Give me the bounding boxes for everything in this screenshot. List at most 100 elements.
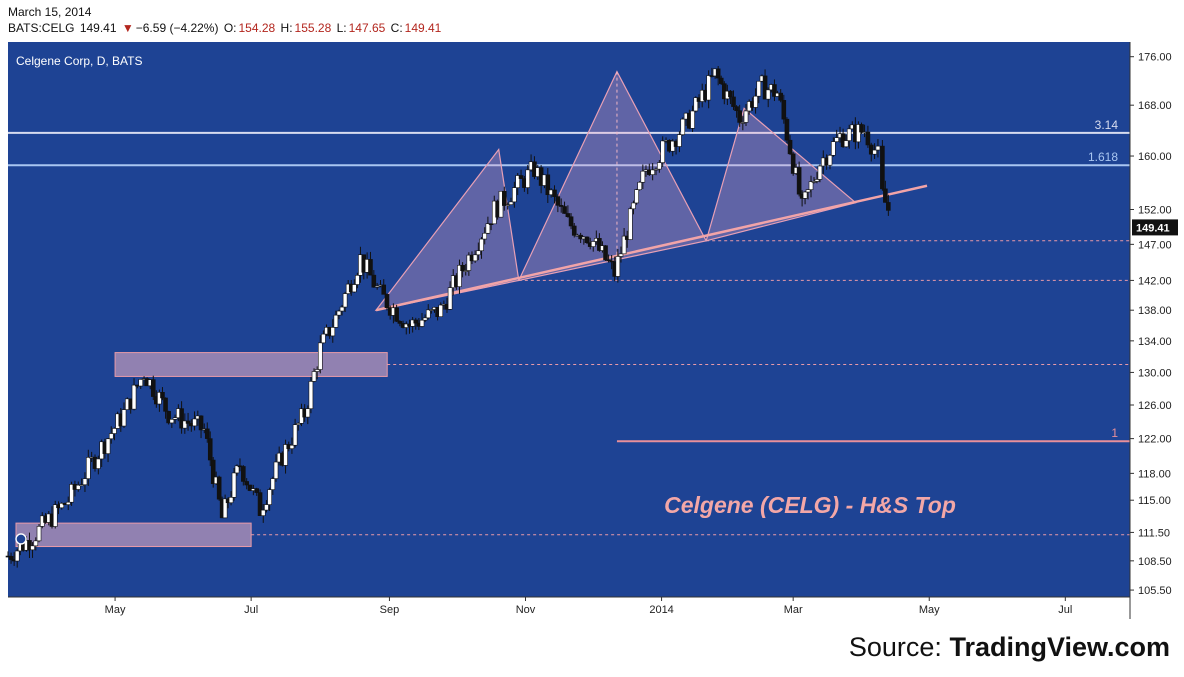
candle bbox=[216, 475, 222, 501]
candle-body bbox=[545, 174, 551, 196]
support-zone-0 bbox=[114, 352, 388, 377]
candle-body bbox=[680, 118, 686, 135]
candle bbox=[270, 476, 276, 495]
candle bbox=[273, 454, 279, 482]
candle bbox=[615, 248, 621, 283]
candle-body bbox=[397, 321, 403, 324]
candle-body bbox=[796, 167, 802, 195]
candle-body bbox=[283, 444, 288, 466]
candle-body bbox=[355, 275, 360, 285]
candle bbox=[805, 189, 811, 200]
candle bbox=[772, 79, 777, 102]
candle bbox=[422, 314, 428, 323]
candle-body bbox=[740, 122, 746, 124]
header-high: 155.28 bbox=[294, 21, 332, 35]
candle-body bbox=[562, 206, 567, 214]
header-close: 149.41 bbox=[404, 21, 442, 35]
candle-body bbox=[466, 254, 472, 271]
candle bbox=[36, 524, 42, 543]
candle bbox=[368, 251, 373, 276]
down-arrow-icon: ▼ bbox=[121, 21, 134, 35]
candle bbox=[621, 228, 627, 255]
candle bbox=[30, 542, 35, 558]
y-tick-label-12: 152.00 bbox=[1138, 204, 1172, 216]
candle bbox=[603, 245, 608, 261]
candle-body bbox=[105, 438, 111, 454]
candle-body bbox=[728, 90, 733, 98]
candle bbox=[731, 90, 736, 111]
candle bbox=[856, 121, 861, 149]
y-tick-label-10: 142.00 bbox=[1138, 275, 1172, 287]
candle-body bbox=[734, 106, 739, 111]
candle-body bbox=[384, 294, 390, 308]
candle bbox=[254, 487, 260, 496]
candle-body bbox=[270, 478, 276, 490]
candle-body bbox=[172, 417, 178, 420]
candle bbox=[82, 472, 88, 492]
x-tick-label-4: 2014 bbox=[649, 604, 673, 616]
candle-body bbox=[179, 408, 184, 429]
price-chart[interactable]: 3.14 1.618 1 105.50 108.50 111.50 115.00 118.0… bbox=[0, 0, 1184, 630]
plot-area[interactable] bbox=[8, 42, 1130, 597]
candle bbox=[185, 412, 191, 431]
candle bbox=[558, 198, 564, 213]
candle bbox=[292, 418, 298, 448]
candle bbox=[657, 160, 662, 173]
candle-body bbox=[339, 306, 345, 312]
candle-body bbox=[438, 304, 444, 317]
candle bbox=[59, 502, 65, 510]
candle-body bbox=[525, 169, 531, 188]
candle bbox=[308, 377, 314, 414]
candle bbox=[394, 304, 399, 323]
candle-body bbox=[718, 77, 724, 84]
candle bbox=[518, 169, 524, 179]
candle-body bbox=[615, 256, 621, 277]
candle bbox=[79, 478, 84, 487]
candle bbox=[69, 481, 74, 506]
fib-level-label-1: 1.618 bbox=[1088, 150, 1118, 164]
candle-body bbox=[330, 327, 336, 337]
candle-body bbox=[653, 168, 659, 171]
candle bbox=[817, 164, 823, 183]
candle bbox=[706, 70, 711, 109]
candle bbox=[384, 293, 390, 311]
header-low: 147.65 bbox=[348, 21, 386, 35]
candle bbox=[160, 387, 165, 401]
candle bbox=[257, 489, 263, 516]
candle bbox=[562, 201, 567, 214]
candle-body bbox=[558, 205, 564, 207]
candle bbox=[75, 481, 81, 492]
candle-body bbox=[485, 223, 491, 234]
candle-body bbox=[234, 465, 240, 474]
candle-body bbox=[394, 307, 399, 322]
candle bbox=[790, 152, 796, 176]
candle-body bbox=[381, 284, 387, 295]
candle-body bbox=[650, 169, 655, 175]
candle bbox=[52, 500, 58, 529]
candle bbox=[305, 405, 311, 425]
header-high-label: H: bbox=[280, 21, 293, 35]
chart-header: March 15, 2014 BATS:CELG 149.41 ▼ −6.59 (… bbox=[8, 4, 443, 36]
candle-body bbox=[305, 408, 311, 418]
candle-body bbox=[505, 204, 510, 206]
x-tick-label-6: May bbox=[919, 604, 940, 616]
candle bbox=[342, 291, 348, 313]
candle bbox=[718, 75, 724, 85]
candle-body bbox=[374, 285, 380, 288]
candle bbox=[778, 89, 783, 103]
candle-body bbox=[457, 264, 462, 287]
candle-body bbox=[784, 118, 790, 141]
header-last: 149.41 bbox=[79, 21, 117, 35]
candle bbox=[330, 319, 336, 343]
candle-body bbox=[706, 75, 711, 101]
candle bbox=[488, 223, 494, 231]
candle bbox=[289, 437, 295, 454]
candle-body bbox=[241, 466, 246, 482]
candle-body bbox=[756, 80, 762, 97]
candle bbox=[172, 414, 178, 424]
y-tick-label-3: 115.00 bbox=[1138, 495, 1171, 507]
candle bbox=[677, 131, 682, 153]
candle-body bbox=[413, 319, 419, 324]
candle bbox=[222, 494, 228, 519]
x-tick-label-3: Nov bbox=[516, 604, 536, 616]
